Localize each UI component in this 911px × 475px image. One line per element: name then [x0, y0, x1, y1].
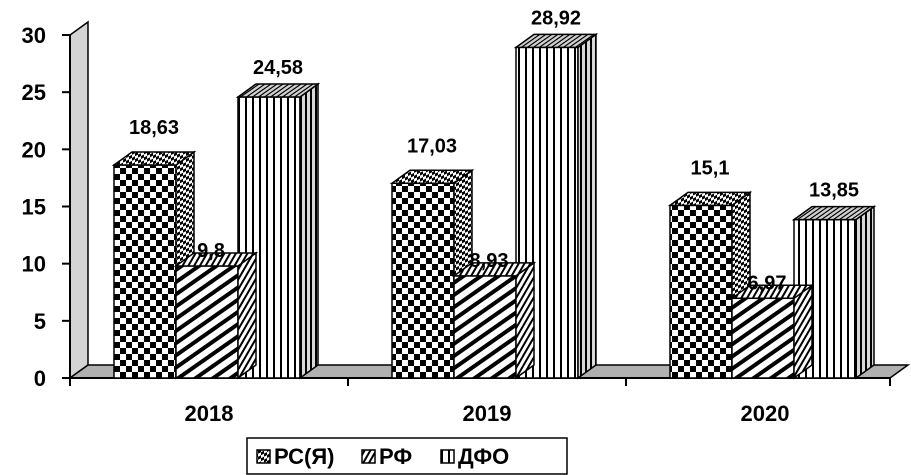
x-tick-label: 2020 — [741, 401, 790, 426]
y-tick-label: 15 — [22, 195, 46, 220]
bar-side — [299, 82, 319, 380]
legend-swatch-rf — [361, 449, 376, 464]
bar-top — [111, 151, 197, 166]
bars — [111, 32, 877, 380]
bar-front — [453, 275, 517, 379]
legend-label-dfo: ДФО — [458, 444, 509, 469]
data-label: 15,1 — [691, 157, 730, 179]
y-tick-label: 5 — [34, 309, 46, 334]
y-tick-label: 20 — [22, 137, 46, 162]
legend-label-rsya: РС(Я) — [274, 444, 334, 469]
bar-2020-1 — [729, 283, 815, 380]
bar-top — [513, 33, 599, 49]
x-axis-ticks: 2018 2019 2020 — [69, 378, 891, 426]
bar-front — [391, 182, 455, 379]
back-wall — [69, 20, 89, 380]
legend-box — [246, 437, 568, 475]
y-tick-label: 30 — [22, 23, 46, 48]
bar-2018-2 — [235, 82, 321, 380]
bar-top — [389, 169, 475, 185]
bar-top — [667, 191, 753, 207]
bar-top — [235, 83, 321, 98]
data-label: 6,97 — [748, 272, 787, 294]
bar-front — [731, 297, 795, 379]
x-tick-label: 2018 — [185, 401, 234, 426]
bar-side — [577, 32, 597, 380]
bar-2018-1 — [173, 251, 259, 380]
data-label: 17,03 — [407, 135, 457, 157]
x-tick-label: 2019 — [463, 401, 512, 426]
bar-front — [113, 164, 177, 379]
y-tick-label: 0 — [34, 366, 46, 391]
data-label: 28,92 — [531, 7, 581, 29]
legend-label-rf: РФ — [379, 444, 412, 469]
y-tick-label: 10 — [22, 252, 46, 277]
legend-item-dfo: ДФО — [440, 444, 509, 469]
y-axis-ticks: 0 5 10 15 20 25 30 — [22, 23, 70, 391]
data-labels: 18,63 9,8 24,58 17,03 8,93 28,92 15,1 6,97 13,85 — [129, 7, 859, 294]
bar-top — [451, 262, 537, 277]
bar-2019-1 — [451, 261, 537, 380]
legend-swatch-dfo — [440, 449, 455, 464]
data-label: 9,8 — [197, 240, 225, 262]
bar-side — [793, 283, 813, 380]
bar-top — [729, 284, 815, 300]
legend: РС(Я) РФ ДФО — [246, 437, 568, 475]
legend-item-rsya: РС(Я) — [256, 444, 334, 469]
bar-front — [175, 265, 239, 379]
data-label: 18,63 — [129, 117, 179, 139]
data-label: 13,85 — [809, 180, 859, 202]
bar-top — [173, 252, 259, 267]
legend-swatch-rsya — [256, 449, 271, 464]
bar-side — [855, 205, 875, 380]
data-label: 24,58 — [253, 57, 303, 79]
bar-side — [237, 251, 257, 380]
bar-front — [669, 204, 733, 379]
data-label: 8,93 — [470, 250, 509, 272]
bar-top — [791, 205, 877, 221]
bar-side — [515, 261, 535, 380]
y-tick-label: 25 — [22, 80, 46, 105]
legend-item-rf: РФ — [361, 444, 412, 469]
